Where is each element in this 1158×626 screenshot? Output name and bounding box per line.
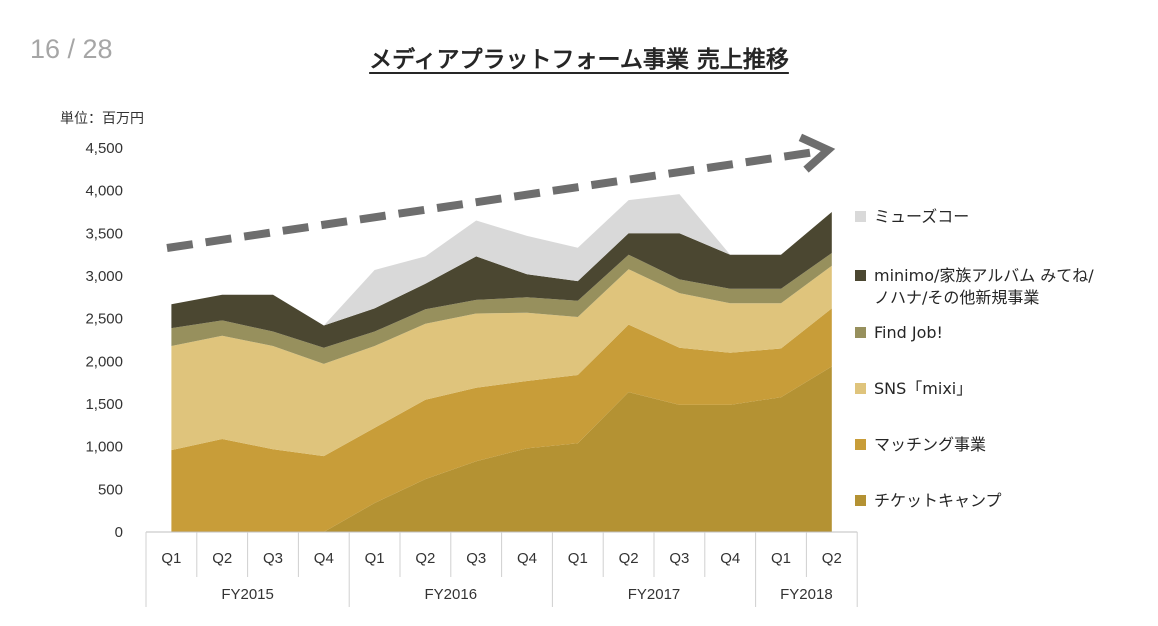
y-tick-label: 0: [115, 524, 123, 541]
legend-label: SNS「mixi」: [874, 379, 973, 398]
x-tick-label: Q2: [212, 550, 232, 567]
legend-label: minimo/家族アルバム みてね/ ノハナ/その他新規事業: [874, 266, 1094, 307]
y-tick-label: 4,000: [85, 183, 123, 200]
legend-swatch: [855, 211, 866, 222]
y-tick-label: 500: [98, 481, 123, 498]
trend-arrow-head: [798, 133, 836, 173]
legend-item: minimo/家族アルバム みてね/ ノハナ/その他新規事業: [855, 265, 1094, 309]
y-tick-label: 2,500: [85, 311, 123, 328]
y-tick-label: 2,000: [85, 353, 123, 370]
x-tick-label: Q4: [314, 550, 334, 567]
y-tick-label: 4,500: [85, 140, 123, 157]
area-series-1: [171, 308, 832, 532]
legend-item: SNS「mixi」: [855, 378, 972, 400]
area-series-0: [171, 366, 832, 532]
legend-label: チケットキャンプ: [874, 491, 1002, 510]
y-tick-label: 1,500: [85, 396, 123, 413]
page-title-text: メディアプラットフォーム事業 売上推移: [369, 47, 789, 73]
legend-label: Find Job!: [874, 323, 943, 342]
legend-item: ミューズコー: [855, 206, 969, 228]
x-tick-label: Q2: [822, 550, 842, 567]
legend-item: Find Job!: [855, 322, 943, 344]
y-tick-label: 3,000: [85, 268, 123, 285]
legend-swatch: [855, 383, 866, 394]
legend-swatch: [855, 495, 866, 506]
group-label: FY2016: [425, 586, 478, 603]
area-series-3: [171, 253, 832, 364]
legend-label: マッチング事業: [874, 435, 987, 454]
x-tick-label: Q3: [466, 550, 486, 567]
area-series-5: [171, 194, 832, 326]
x-tick-label: Q2: [619, 550, 639, 567]
x-tick-label: Q1: [161, 550, 181, 567]
legend-item: チケットキャンプ: [855, 490, 1002, 512]
legend-item: マッチング事業: [855, 434, 986, 456]
x-tick-label: Q1: [365, 550, 385, 567]
page-number: 16 / 28: [30, 34, 113, 64]
legend-swatch: [855, 439, 866, 450]
x-tick-label: Q1: [771, 550, 791, 567]
y-tick-label: 1,000: [85, 439, 123, 456]
group-label: FY2017: [628, 586, 681, 603]
y-tick-label: 3,500: [85, 225, 123, 242]
group-label: FY2015: [221, 586, 274, 603]
area-series-4: [171, 212, 832, 348]
x-tick-label: Q4: [720, 550, 740, 567]
legend-label: ミューズコー: [874, 207, 970, 226]
legend-swatch: [855, 327, 866, 338]
x-tick-label: Q2: [415, 550, 435, 567]
x-tick-label: Q4: [517, 550, 537, 567]
x-tick-label: Q3: [669, 550, 689, 567]
legend-swatch: [855, 270, 866, 281]
area-series-2: [171, 265, 832, 457]
unit-label: 単位：百万円: [60, 111, 144, 127]
x-tick-label: Q1: [568, 550, 588, 567]
group-label: FY2018: [780, 586, 833, 603]
x-tick-label: Q3: [263, 550, 283, 567]
trend-arrow-line: [166, 148, 816, 252]
page-title: メディアプラットフォーム事業 売上推移: [0, 40, 1158, 74]
